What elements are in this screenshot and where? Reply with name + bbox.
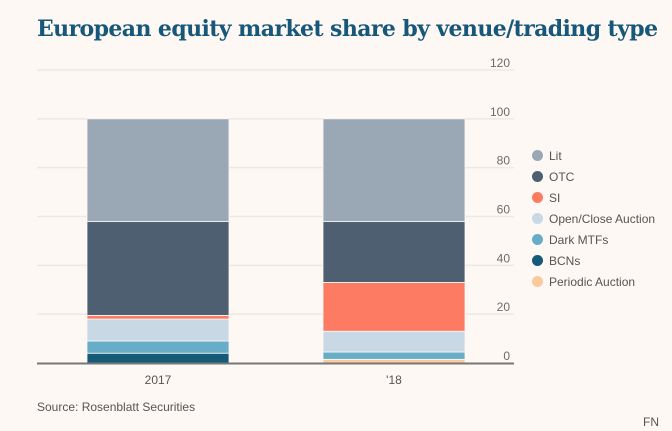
y-tick-label: 40 <box>497 251 511 265</box>
legend-item: Lit <box>532 145 655 166</box>
legend-dot-icon <box>532 171 543 182</box>
bar-segment-lit <box>322 118 466 222</box>
legend-dot-icon <box>532 255 543 266</box>
bar-segment-si <box>322 282 466 332</box>
y-tick-label: 60 <box>497 203 511 217</box>
x-tick-label: '18 <box>386 373 402 387</box>
legend-label: OTC <box>549 169 575 184</box>
legend-item: BCNs <box>532 250 655 271</box>
legend: Lit OTC SI Open/Close Auction Dark MTFs … <box>532 145 655 292</box>
legend-dot-icon <box>532 150 543 161</box>
legend-label: BCNs <box>549 253 581 268</box>
legend-label: Lit <box>549 148 562 163</box>
bar-segment-periodic-auction <box>322 358 466 364</box>
legend-item: OTC <box>532 166 655 187</box>
bar-segment-dark-mtfs <box>86 340 230 354</box>
y-tick-label: 100 <box>490 105 510 119</box>
bar-segment-bcns <box>86 352 230 364</box>
source-note: Source: Rosenblatt Securities <box>37 400 196 414</box>
bar-segment-open-close-auction <box>322 330 466 353</box>
legend-item: Open/Close Auction <box>532 208 655 229</box>
bar-segment-lit <box>86 118 230 222</box>
legend-dot-icon <box>532 234 543 245</box>
bar-segment-otc <box>86 220 230 316</box>
legend-label: Open/Close Auction <box>549 211 656 226</box>
legend-item: Periodic Auction <box>532 271 655 292</box>
y-tick-label: 0 <box>503 349 510 363</box>
bar-segment-open-close-auction <box>86 318 230 342</box>
brand-logo: FN <box>643 415 659 429</box>
legend-label: Dark MTFs <box>549 232 609 247</box>
legend-label: Periodic Auction <box>549 274 636 289</box>
bar-segment-otc <box>322 220 466 283</box>
x-tick-label: 2017 <box>145 373 172 387</box>
y-tick-label: 120 <box>490 56 510 70</box>
legend-dot-icon <box>532 192 543 203</box>
legend-item: Dark MTFs <box>532 229 655 250</box>
legend-dot-icon <box>532 213 543 224</box>
legend-dot-icon <box>532 276 543 287</box>
chart-title: European equity market share by venue/tr… <box>37 16 658 42</box>
legend-label: SI <box>549 190 561 205</box>
y-tick-label: 20 <box>497 300 511 314</box>
bar-segment-dark-mtfs <box>322 351 466 360</box>
y-tick-label: 80 <box>497 154 511 168</box>
bar-segment-si <box>86 314 230 320</box>
legend-item: SI <box>532 187 655 208</box>
